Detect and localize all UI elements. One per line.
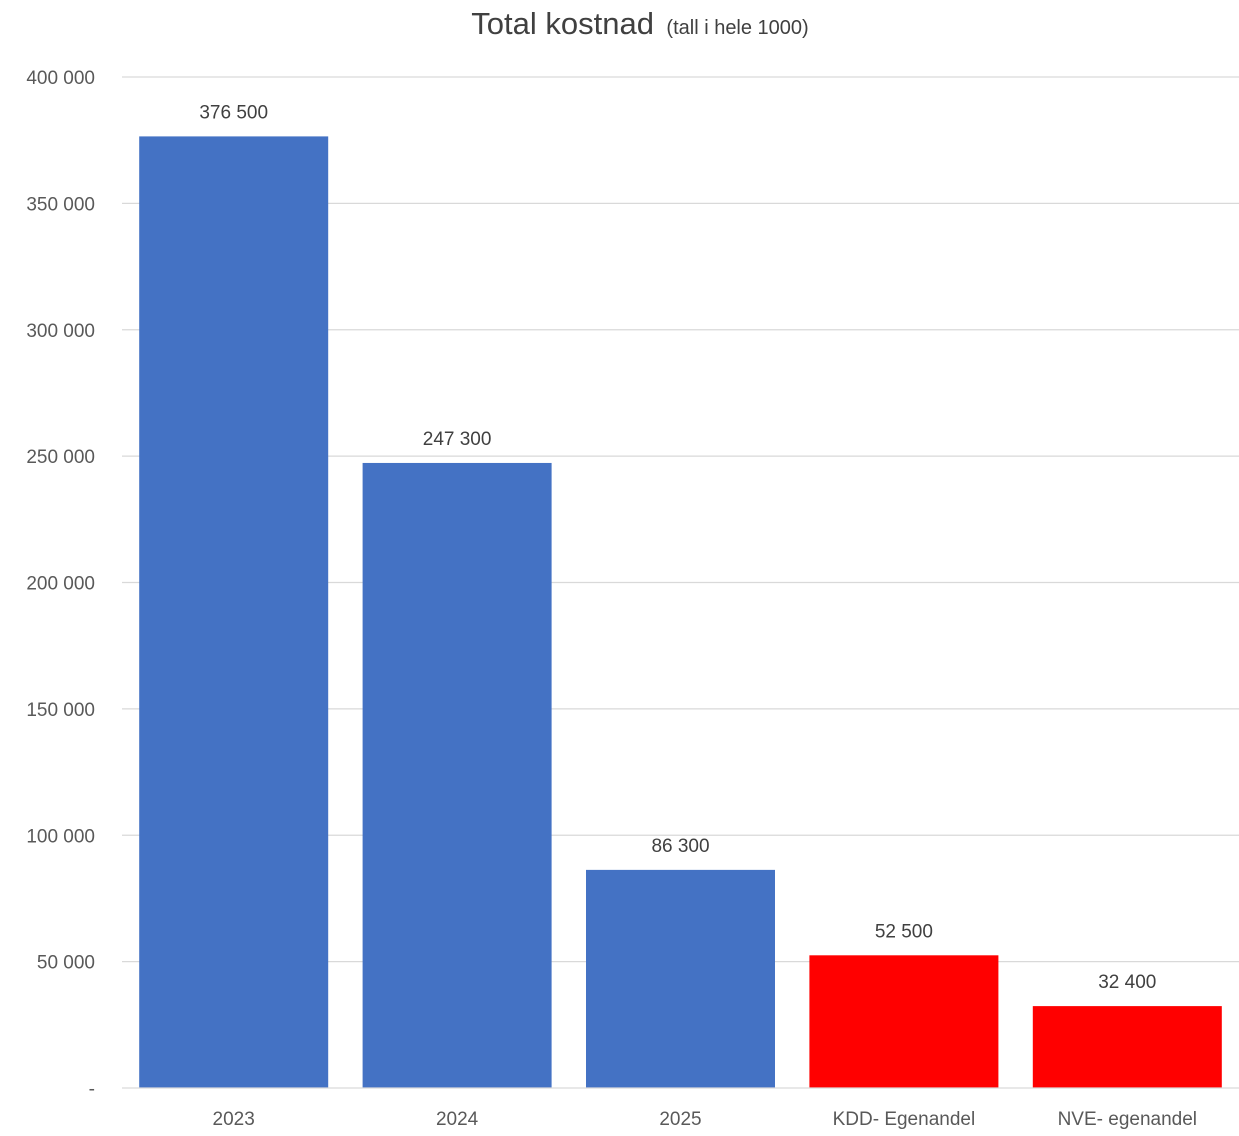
bar xyxy=(1032,1006,1222,1088)
bar xyxy=(362,462,552,1089)
x-tick-label: NVE- egenandel xyxy=(1058,1109,1197,1130)
y-tick-label: 400 000 xyxy=(26,68,95,89)
data-label: 86 300 xyxy=(651,836,709,857)
y-tick-label: 250 000 xyxy=(26,447,95,468)
x-tick-label: 2025 xyxy=(659,1109,701,1130)
y-tick-label: - xyxy=(89,1079,95,1100)
bar xyxy=(809,955,999,1088)
data-labels: 376 500 247 300 86 300 52 500 32 400 xyxy=(199,102,1156,993)
y-tick-label: 150 000 xyxy=(26,700,95,721)
data-label: 32 400 xyxy=(1098,972,1156,993)
chart-subtitle: (tall i hele 1000) xyxy=(666,17,808,39)
data-label: 247 300 xyxy=(423,429,492,450)
data-label: 52 500 xyxy=(875,921,933,942)
x-axis-tick-labels: 2023 2024 2025 KDD- Egenandel NVE- egenandel xyxy=(213,1109,1197,1130)
data-label: 376 500 xyxy=(199,102,268,123)
bar xyxy=(586,869,775,1088)
bars xyxy=(139,136,1222,1089)
x-tick-label: 2023 xyxy=(213,1109,255,1130)
y-tick-label: 200 000 xyxy=(26,574,95,595)
y-tick-label: 50 000 xyxy=(37,953,95,974)
chart-title: Total kostnad (tall i hele 1000) xyxy=(471,6,808,41)
y-tick-label: 350 000 xyxy=(26,194,95,215)
x-tick-label: KDD- Egenandel xyxy=(833,1109,976,1130)
bar xyxy=(139,136,329,1089)
x-tick-label: 2024 xyxy=(436,1109,479,1130)
y-tick-label: 100 000 xyxy=(26,826,95,847)
y-axis-tick-labels: - 50 000 100 000 150 000 200 000 250 000 300 0… xyxy=(26,68,95,1100)
y-tick-label: 300 000 xyxy=(26,321,95,342)
chart-title-main: Total kostnad xyxy=(471,6,654,41)
